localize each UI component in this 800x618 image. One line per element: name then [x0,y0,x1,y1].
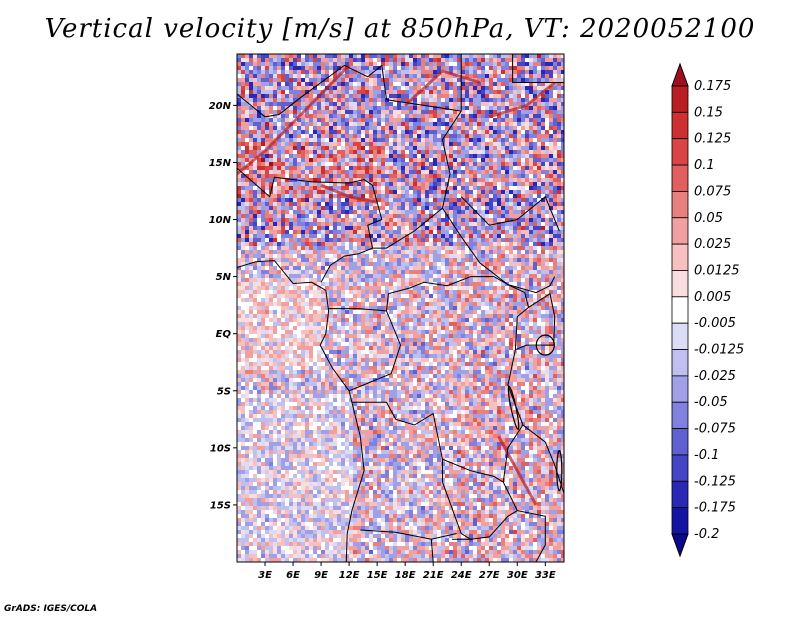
colorbar-label: -0.175 [694,501,736,516]
colorbar-swatch [671,480,689,509]
lon-tick-label: 9E [314,570,328,581]
lon-tick-label: 33E [535,570,556,581]
colorbar-swatch [671,322,689,350]
lon-tick-label: 18E [395,570,416,581]
country-borders [237,54,564,562]
colorbar: 0.175 0.15 0.125 0.1 0.075 0.05 0.025 0.0125 0.0… [671,62,744,558]
colorbar-swatch [671,85,689,113]
colorbar-bottom-arrow [671,533,689,558]
lon-tick-label: 6E [286,570,300,581]
lat-tick-label: 10N [209,215,232,226]
colorbar-swatch [671,138,689,166]
lat-tick-label: 5N [216,272,232,283]
velocity-field [237,54,564,562]
colorbar-label: 0.075 [694,184,731,199]
colorbar-swatch [671,507,689,535]
colorbar-label: -0.075 [694,422,736,437]
latitude-axis: 20N 15N 10N 5N EQ 5S 10S 15S [209,101,237,511]
lon-tick-label: 12E [339,570,360,581]
colorbar-swatch [671,454,689,482]
colorbar-swatch [671,375,689,403]
colorbar-swatch [671,111,689,140]
colorbar-label: 0.005 [694,290,731,305]
lat-tick-label: EQ [216,329,232,340]
footer-credit: GrADS: IGES/COLA [4,604,98,614]
colorbar-label: 0.175 [694,79,731,94]
colorbar-label: -0.0125 [694,343,744,358]
lon-tick-label: 30E [507,570,528,581]
lat-tick-label: 20N [209,101,232,112]
colorbar-top-arrow [671,62,689,87]
map-frame [236,53,565,563]
colorbar-swatch [671,296,689,324]
colorbar-label: 0.025 [694,237,731,252]
colorbar-swatch [671,349,689,377]
colorbar-label: -0.2 [694,527,719,542]
colorbar-swatch [671,164,689,192]
colorbar-label: 0.0125 [694,263,740,278]
lat-tick-label: 5S [217,386,231,397]
colorbar-label: -0.005 [694,316,736,331]
colorbar-label: 0.15 [694,105,723,120]
colorbar-swatch [671,217,689,245]
lon-tick-label: 24E [451,570,472,581]
colorbar-label: -0.1 [694,448,719,463]
colorbar-label: -0.05 [694,395,728,410]
lat-tick-label: 10S [210,443,231,454]
colorbar-label: 0.1 [694,158,715,173]
lon-tick-label: 21E [423,570,444,581]
colorbar-swatch [671,191,689,219]
longitude-axis: 3E 6E 9E 12E 15E 18E 21E 24E 27E 30E 33E [258,562,556,581]
colorbar-swatch [671,270,689,298]
lat-tick-label: 15N [209,158,232,169]
colorbar-label: 0.125 [694,132,731,147]
colorbar-label: -0.125 [694,474,736,489]
colorbar-swatch [671,243,689,271]
lon-tick-label: 3E [258,570,272,581]
colorbar-label: 0.05 [694,211,723,226]
lon-tick-label: 15E [367,570,388,581]
colorbar-swatch [671,401,689,429]
lon-tick-label: 27E [479,570,500,581]
colorbar-label: -0.025 [694,369,736,384]
lat-tick-label: 15S [210,500,231,511]
colorbar-swatch [671,428,689,456]
map-title: Vertical velocity [m/s] at 850hPa, VT: 2… [44,14,756,44]
